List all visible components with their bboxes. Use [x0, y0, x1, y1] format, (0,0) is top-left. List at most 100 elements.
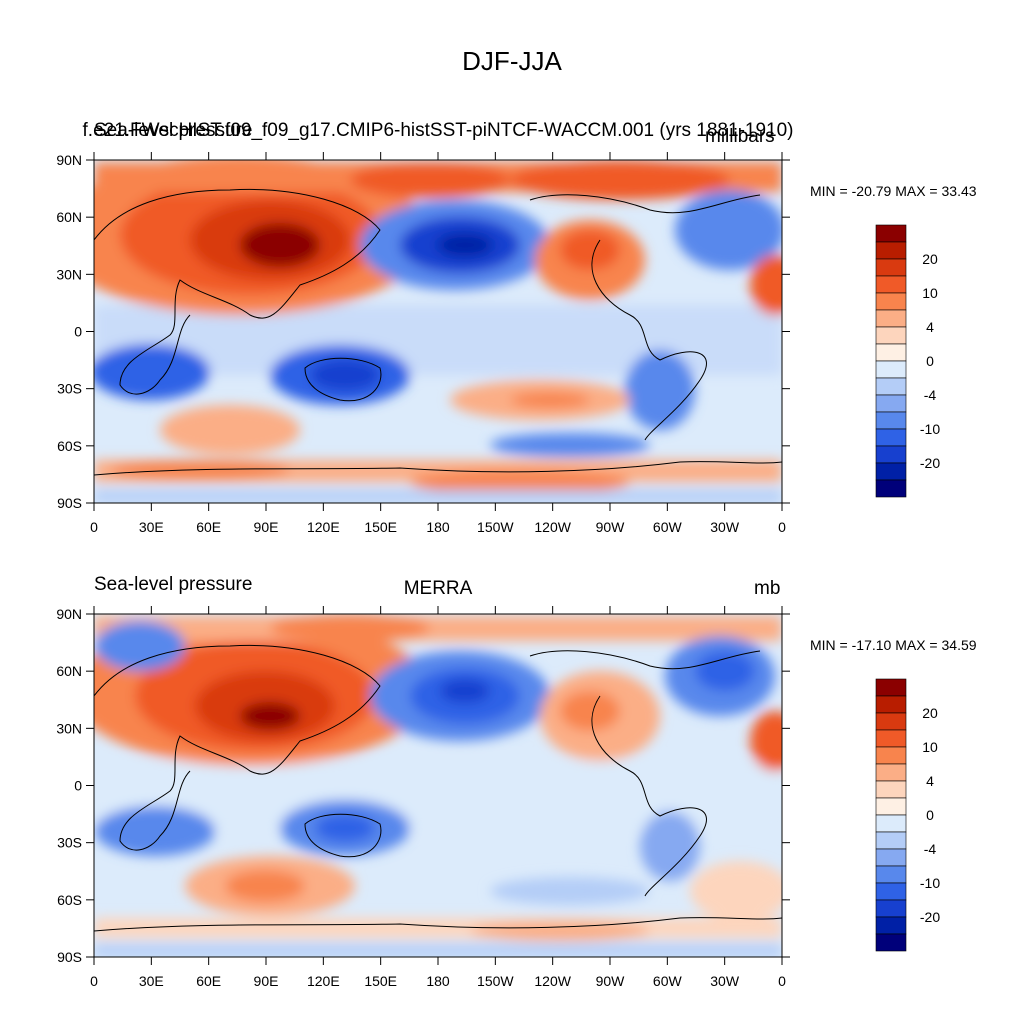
lat-tick-label: 90S: [57, 949, 82, 965]
colorbar-box: [875, 797, 907, 816]
lat-tick-label: 60S: [57, 892, 82, 908]
colorbar-box: [875, 712, 907, 731]
lon-tick-label: 120W: [534, 973, 571, 989]
lon-tick-label: 150W: [477, 973, 514, 989]
colorbar-box: [875, 343, 907, 362]
colorbar-box: [875, 899, 907, 918]
colorbar-box: [875, 241, 907, 260]
lat-tick-label: 90N: [56, 606, 82, 622]
colorbar-label: -10: [920, 421, 940, 437]
colorbar-box: [875, 729, 907, 748]
colorbar-box: [875, 780, 907, 799]
coastlines-bottom: [94, 644, 782, 932]
lon-tick-label: 90W: [596, 973, 626, 989]
figure-title: DJF-JJA: [462, 46, 562, 76]
colorbar-box: [875, 360, 907, 379]
colorbar-box: [875, 428, 907, 447]
colorbar-box: [875, 763, 907, 782]
colorbar-box: [875, 933, 907, 952]
lon-tick-label: 150E: [364, 973, 397, 989]
lon-tick-label: 180: [426, 973, 450, 989]
colorbar-box: [875, 865, 907, 884]
map-field-top: [94, 160, 782, 503]
lon-tick-label: 60W: [653, 519, 683, 535]
lon-tick-label: 0: [778, 519, 786, 535]
lat-tick-label: 60N: [56, 209, 82, 225]
colorbar-label: -20: [920, 909, 940, 925]
lon-tick-label: 90E: [254, 519, 279, 535]
colorbar-label: -4: [924, 841, 937, 857]
lon-tick-label: 30W: [710, 973, 740, 989]
lon-tick-label: 30E: [139, 973, 164, 989]
map-field-bottom: [94, 614, 782, 957]
lat-tick-label: 30S: [57, 381, 82, 397]
panel-top-center-label: f.e21.FWscHIST.f09_f09_g17.CMIP6-histSST…: [82, 120, 794, 141]
colorbar-box: [875, 224, 907, 243]
colorbar-box: [875, 848, 907, 867]
lat-tick-label: 60S: [57, 438, 82, 454]
colorbar-box: [875, 292, 907, 311]
colorbar-box: [875, 309, 907, 328]
lon-tick-label: 60W: [653, 973, 683, 989]
colorbar-label: -20: [920, 455, 940, 471]
lon-tick-label: 60E: [196, 519, 221, 535]
lat-tick-label: 30S: [57, 835, 82, 851]
colorbar-top: 20 10 4 0 -4 -10 -20: [875, 224, 940, 498]
colorbar-box: [875, 678, 907, 697]
lon-tick-label: 30W: [710, 519, 740, 535]
colorbar-box: [875, 695, 907, 714]
lon-tick-label: 120W: [534, 519, 571, 535]
lat-tick-label: 90S: [57, 495, 82, 511]
panel-bottom-left-label: Sea-level pressure: [94, 574, 253, 595]
panel-top-left-label: Sea-level pressure: [94, 120, 253, 141]
lon-tick-label: 120E: [307, 973, 340, 989]
panel-top-minmax: MIN = -20.79 MAX = 33.43: [810, 183, 977, 199]
panel-top: 90N 60N 30N 0 30S 60S 90S 0 30E 60E 90E 120E 150E 180…: [0, 110, 1024, 580]
lat-tick-label: 0: [74, 324, 82, 340]
colorbar-label: 20: [922, 705, 938, 721]
colorbar-box: [875, 462, 907, 481]
lon-tick-label: 120E: [307, 519, 340, 535]
colorbar-box: [875, 394, 907, 413]
lat-tick-label: 60N: [56, 663, 82, 679]
lon-tick-label: 0: [90, 519, 98, 535]
panel-top-svg: 90N 60N 30N 0 30S 60S 90S 0 30E 60E 90E 120E 150E 180…: [56, 152, 940, 535]
colorbar-label: 20: [922, 251, 938, 267]
colorbar-box: [875, 326, 907, 345]
lat-tick-label: 90N: [56, 152, 82, 168]
panel-bottom-minmax: MIN = -17.10 MAX = 34.59: [810, 637, 977, 653]
colorbar-label: 4: [926, 319, 934, 335]
lon-tick-label: 180: [426, 519, 450, 535]
colorbar-box: [875, 916, 907, 935]
lon-tick-label: 0: [778, 973, 786, 989]
colorbar-box: [875, 831, 907, 850]
colorbar-box: [875, 814, 907, 833]
colorbar-label: 4: [926, 773, 934, 789]
lon-tick-label: 60E: [196, 973, 221, 989]
lon-tick-label: 0: [90, 973, 98, 989]
lat-tick-label: 30N: [56, 720, 82, 736]
colorbar-bottom: 20 10 4 0 -4 -10 -20: [875, 678, 940, 952]
colorbar-label: 0: [926, 353, 934, 369]
axis-ticks-bottom: 90N 60N 30N 0 30S 60S 90S 0 30E 60E 90E 120E 150E 180…: [56, 606, 790, 989]
lat-tick-label: 30N: [56, 266, 82, 282]
panel-bottom-units: mb: [754, 578, 781, 599]
colorbar-box: [875, 479, 907, 498]
panel-bottom: 90N 60N 30N 0 30S 60S 90S 0 30E 60E 90E 120E 150E 180…: [0, 566, 1024, 1036]
panel-top-units: millibars: [705, 126, 775, 147]
colorbar-box: [875, 445, 907, 464]
colorbar-label: -10: [920, 875, 940, 891]
coastlines-top: [94, 188, 782, 476]
colorbar-box: [875, 258, 907, 277]
lon-tick-label: 30E: [139, 519, 164, 535]
colorbar-label: 10: [922, 285, 938, 301]
lon-tick-label: 90W: [596, 519, 626, 535]
colorbar-box: [875, 882, 907, 901]
colorbar-box: [875, 411, 907, 430]
colorbar-label: 0: [926, 807, 934, 823]
lat-tick-label: 0: [74, 778, 82, 794]
lon-tick-label: 90E: [254, 973, 279, 989]
colorbar-label: -4: [924, 387, 937, 403]
colorbar-box: [875, 377, 907, 396]
panel-bottom-svg: 90N 60N 30N 0 30S 60S 90S 0 30E 60E 90E 120E 150E 180…: [56, 606, 940, 989]
